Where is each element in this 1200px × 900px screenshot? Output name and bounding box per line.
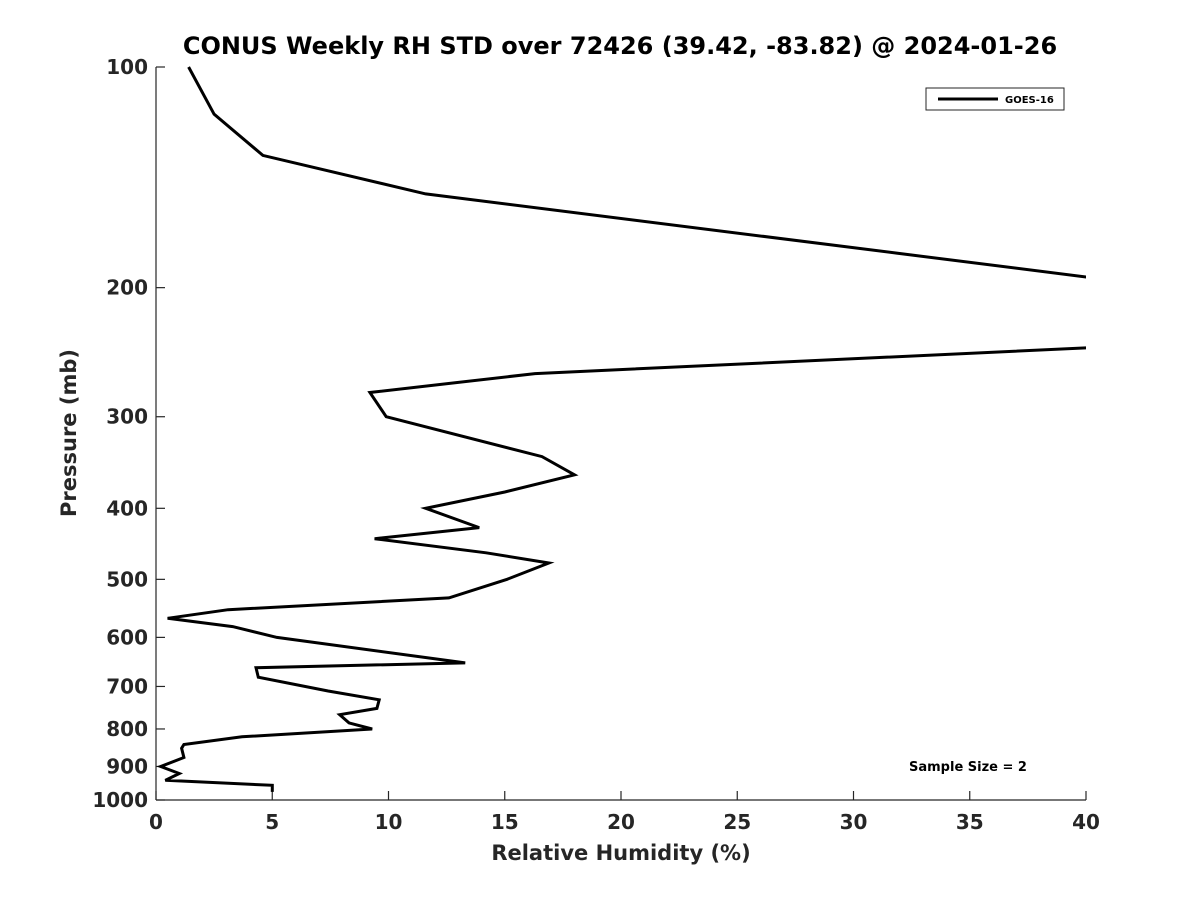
legend: GOES-16 (925, 87, 1065, 111)
sample-size-annotation: Sample Size = 2 (909, 760, 1027, 775)
x-tick-label: 20 (607, 810, 635, 834)
x-tick-label: 15 (491, 810, 519, 834)
x-tick-label: 30 (840, 810, 868, 834)
x-axis-ticks: 0 5 10 15 20 25 30 35 40 (149, 791, 1100, 834)
x-tick-label: 5 (265, 810, 279, 834)
y-tick-label: 100 (106, 55, 148, 79)
x-axis-label: Relative Humidity (%) (491, 841, 750, 865)
legend-label: GOES-16 (1005, 95, 1054, 106)
series-layer (156, 66, 1086, 792)
series-line-goes-16 (156, 346, 1086, 792)
y-tick-label: 400 (106, 496, 148, 520)
chart-title: CONUS Weekly RH STD over 72426 (39.42, -… (183, 32, 1057, 60)
y-tick-label: 700 (106, 674, 148, 698)
y-tick-label: 300 (106, 405, 148, 429)
y-tick-label: 200 (106, 276, 148, 300)
y-axis-label: Pressure (mb) (57, 349, 81, 517)
y-tick-label: 800 (106, 717, 148, 741)
x-tick-label: 35 (956, 810, 984, 834)
x-tick-label: 25 (723, 810, 751, 834)
y-tick-label: 900 (106, 754, 148, 778)
y-tick-label: 500 (106, 567, 148, 591)
x-tick-label: 0 (149, 810, 163, 834)
plot-area (156, 67, 1086, 800)
x-tick-label: 10 (375, 810, 403, 834)
series-line-goes-16 (187, 66, 1086, 279)
y-axis-ticks: 100 200 300 400 500 600 700 800 900 1000 (92, 55, 165, 812)
y-tick-label: 600 (106, 625, 148, 649)
y-tick-label: 1000 (92, 788, 148, 812)
x-tick-label: 40 (1072, 810, 1100, 834)
